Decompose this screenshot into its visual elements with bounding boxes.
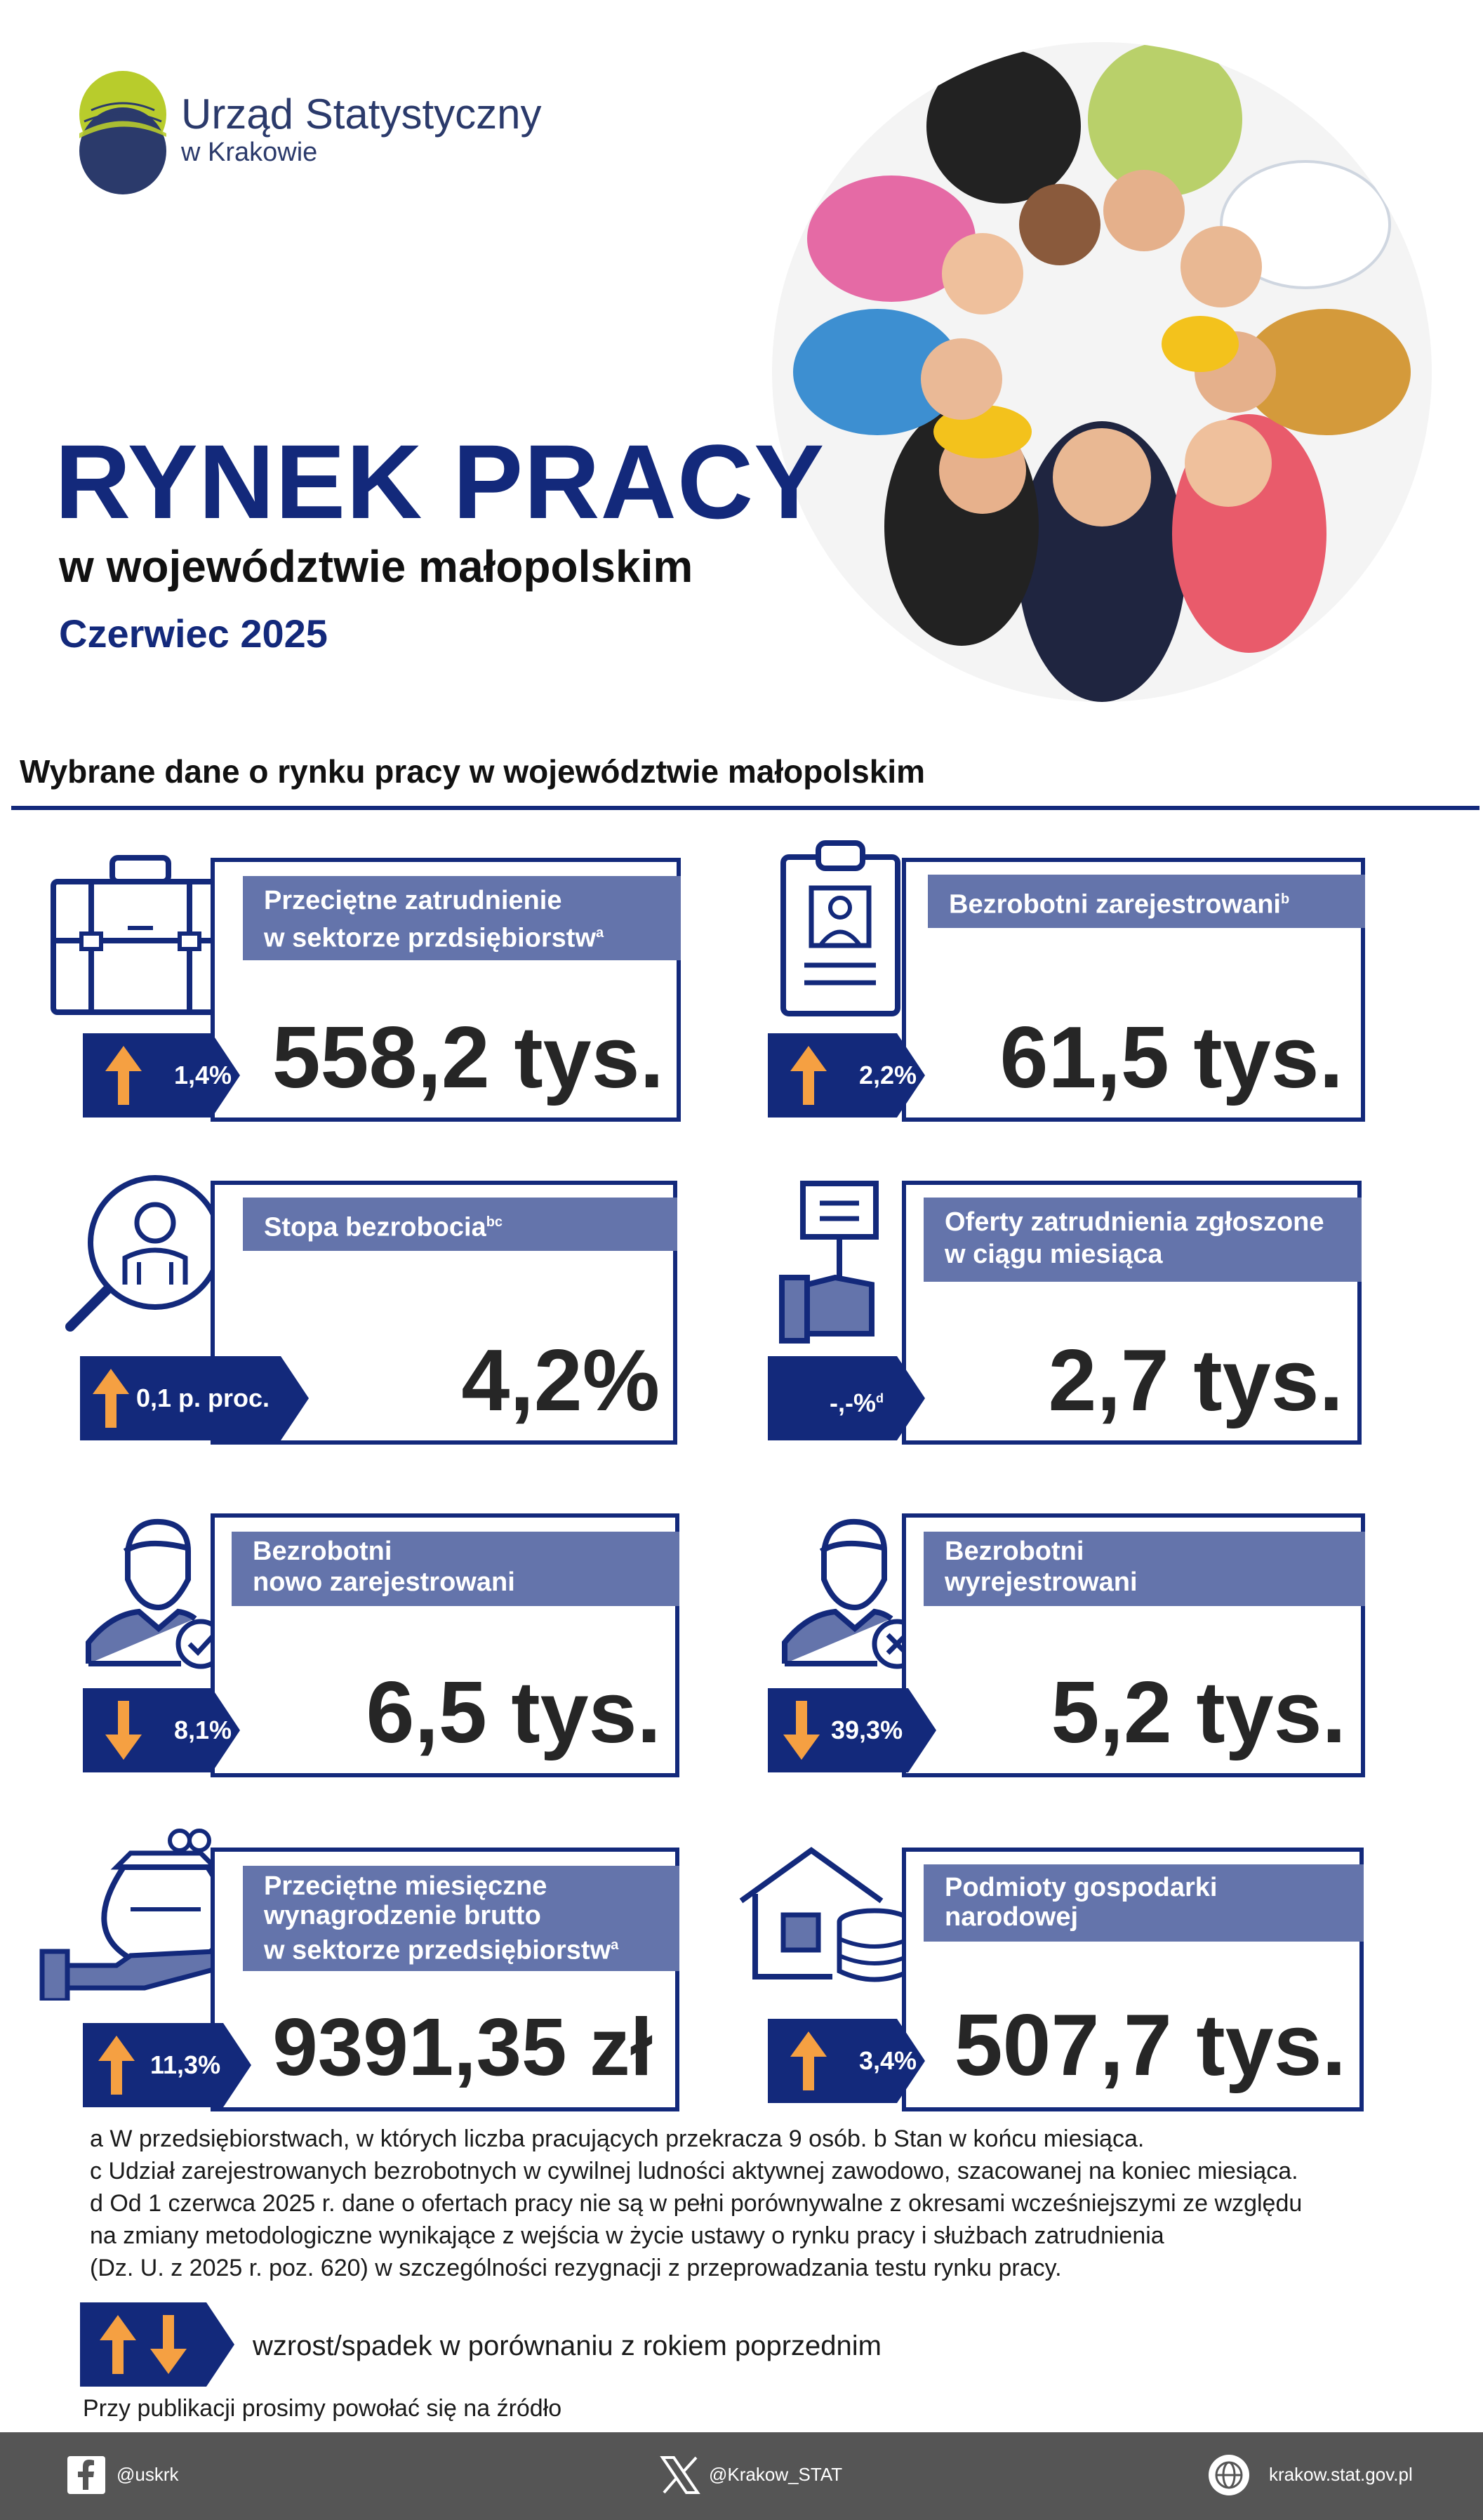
change-badge-newly-registered: 8,1%: [83, 1688, 240, 1772]
card-entities-label: Podmioty gospodarki narodowej: [924, 1864, 1364, 1942]
footer: @uskrk @Krakow_STAT krakow.stat.gov.pl: [0, 2432, 1483, 2520]
value-registered-unemployed: 61,5 tys.: [999, 1009, 1343, 1106]
person-check-icon: [83, 1516, 230, 1674]
period: Czerwiec 2025: [59, 611, 328, 656]
arrow-up-icon: [787, 1043, 830, 1108]
change-badge-unemployment-rate: 0,1 p. proc.: [80, 1356, 309, 1440]
x-icon[interactable]: [660, 2455, 700, 2495]
change-badge-employment: 1,4%: [83, 1033, 240, 1118]
card-newly-registered-label: Bezrobotni nowo zarejestrowani: [232, 1532, 679, 1606]
arrow-up-icon: [787, 2029, 830, 2093]
hand-sign-icon: [779, 1179, 884, 1351]
footnote-d-cont2: (Dz. U. z 2025 r. poz. 620) w szczególno…: [90, 2255, 1062, 2281]
card-employment-label: Przeciętne zatrudnienie w sektorze przds…: [243, 876, 681, 960]
footnote-d-cont1: na zmiany metodologiczne wynikające z we…: [90, 2222, 1164, 2249]
magnifier-person-icon: [60, 1172, 229, 1344]
briefcase-icon: [49, 855, 232, 1020]
x-handle[interactable]: @Krakow_STAT: [709, 2464, 843, 2485]
facebook-icon[interactable]: [67, 2456, 105, 2494]
source-note: Przy publikacji prosimy powołać się na ź…: [83, 2395, 562, 2422]
section-title: Wybrane dane o rynku pracy w województwi…: [20, 753, 926, 790]
house-database-icon: [734, 1845, 917, 1989]
workers-photo: [772, 42, 1432, 702]
page-title: RYNEK PRACY: [55, 423, 825, 541]
change-badge-deregistered: 39,3%: [768, 1688, 936, 1772]
value-wages: 9391,35 zł: [272, 2001, 653, 2093]
arrow-up-icon: [95, 2033, 138, 2097]
card-job-offers-label: Oferty zatrudnienia zgłoszone w ciągu mi…: [924, 1198, 1362, 1282]
card-unemployment-rate-label: Stopa bezrobociabc: [243, 1198, 677, 1251]
value-deregistered: 5,2 tys.: [1051, 1664, 1347, 1761]
page-subtitle: w województwie małopolskim: [59, 541, 693, 592]
card-deregistered-label: Bezrobotni wyrejestrowani: [924, 1532, 1365, 1606]
org-subtitle: w Krakowie: [181, 138, 318, 167]
card-wages-label: Przeciętne miesięczne wynagrodzenie brut…: [243, 1866, 679, 1971]
id-badge-icon: [779, 839, 902, 1021]
website-link[interactable]: krakow.stat.gov.pl: [1269, 2464, 1413, 2485]
arrow-down-icon: [147, 2312, 189, 2377]
arrow-up-icon: [90, 1366, 132, 1431]
logo: [77, 67, 168, 197]
change-badge-job-offers: -,-%d: [768, 1356, 925, 1440]
footnote-a-b: a W przedsiębiorstwach, w których liczba…: [90, 2126, 1145, 2152]
value-newly-registered: 6,5 tys.: [366, 1664, 662, 1761]
footnote-c: c Udział zarejestrowanych bezrobotnych w…: [90, 2158, 1298, 2184]
value-unemployment-rate: 4,2%: [461, 1332, 660, 1429]
arrow-up-icon: [102, 1043, 145, 1108]
arrow-down-icon: [780, 1698, 823, 1763]
card-registered-unemployed-label: Bezrobotni zarejestrowanib: [928, 875, 1365, 928]
org-name: Urząd Statystyczny: [181, 91, 542, 138]
value-entities: 507,7 tys.: [954, 1997, 1346, 2094]
legend-badge: [80, 2302, 234, 2387]
arrow-up-icon: [97, 2312, 139, 2377]
legend-text: wzrost/spadek w porównaniu z rokiem popr…: [253, 2330, 882, 2361]
section-divider: [11, 806, 1479, 810]
footnote-d: d Od 1 czerwca 2025 r. dane o ofertach p…: [90, 2190, 1303, 2217]
globe-icon[interactable]: [1207, 2453, 1251, 2497]
arrow-down-icon: [102, 1698, 145, 1763]
footnotes: a W przedsiębiorstwach, w których liczba…: [90, 2123, 1465, 2284]
change-badge-entities: 3,4%: [768, 2019, 925, 2103]
change-badge-wages: 11,3%: [83, 2023, 251, 2107]
facebook-handle[interactable]: @uskrk: [117, 2464, 179, 2485]
hand-money-bag-icon: [39, 1825, 236, 2004]
value-employment: 558,2 tys.: [272, 1009, 664, 1106]
change-badge-registered-unemployed: 2,2%: [768, 1033, 925, 1118]
value-job-offers: 2,7 tys.: [1048, 1332, 1344, 1429]
